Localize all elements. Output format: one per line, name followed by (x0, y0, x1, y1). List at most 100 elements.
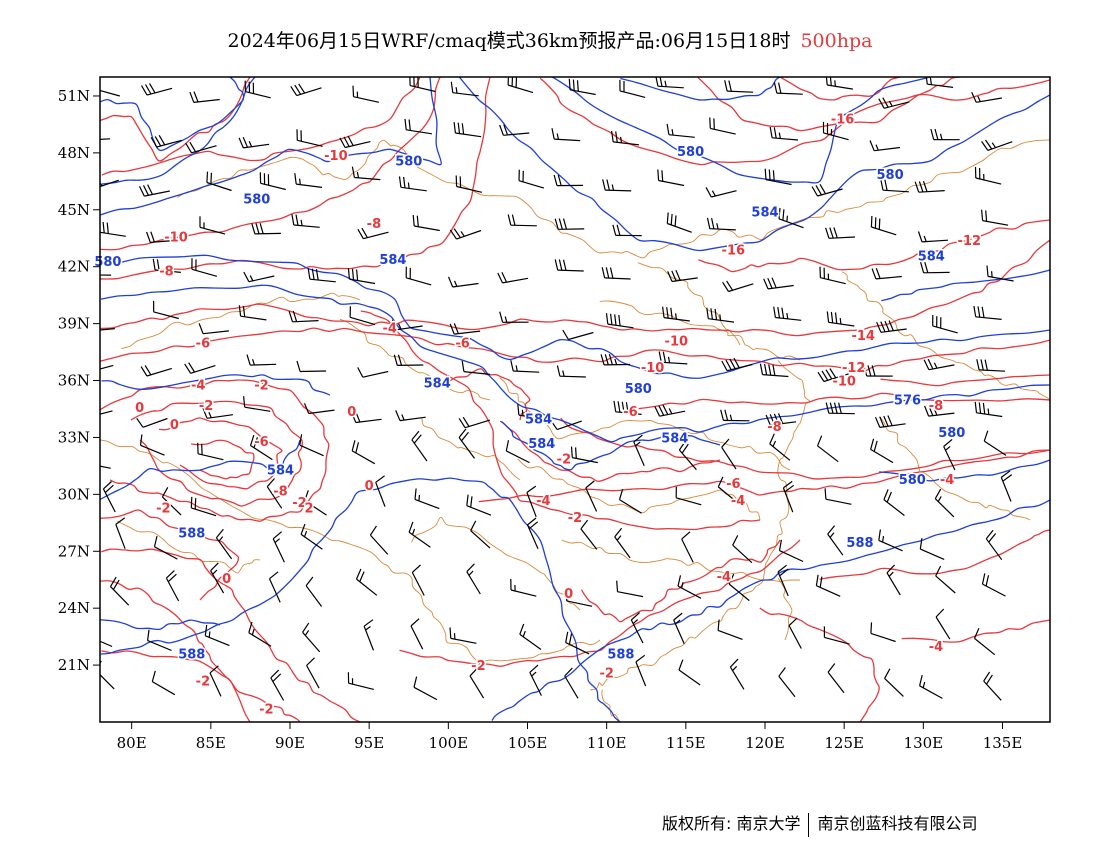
wind-barb (355, 568, 378, 596)
wind-barb-staff (779, 550, 804, 563)
wind-barb-feather (732, 665, 738, 672)
wind-barb (613, 400, 642, 415)
boundary-line (561, 539, 801, 582)
wind-barb-feather (773, 82, 778, 94)
temperature-contour-line (478, 449, 1050, 503)
wind-barb-staff (776, 92, 803, 95)
wind-barb (917, 231, 949, 243)
wind-barb-feather (673, 612, 683, 621)
wind-barb-feather (165, 570, 175, 579)
temperature-contour-line (560, 417, 1050, 480)
wind-barb-feather (510, 360, 514, 372)
wind-barb (554, 218, 585, 230)
wind-barb (985, 529, 1003, 561)
wind-barb-staff (667, 222, 692, 233)
wind-barb-staff (709, 228, 736, 231)
wind-barb-feather (981, 141, 989, 151)
wind-barb-staff (607, 323, 634, 329)
height-label: 584 (267, 464, 294, 479)
height-label: 584 (424, 376, 451, 391)
wind-barb-feather (662, 404, 669, 415)
wind-barb-staff (617, 591, 644, 598)
y-tick-label: 42N (58, 258, 90, 276)
wind-barb-staff (935, 575, 956, 594)
wind-barb-feather (675, 269, 681, 281)
temperature-label: -6 (455, 337, 469, 352)
wind-barb-feather (504, 316, 508, 323)
wind-barb-feather (521, 409, 524, 416)
height-contour-line (458, 77, 1050, 252)
temperature-label: 0 (347, 405, 356, 420)
wind-barb-feather (635, 654, 646, 663)
wind-barb-staff (266, 486, 283, 509)
wind-barb (705, 187, 737, 198)
wind-barb (976, 359, 1006, 372)
wind-barb (919, 674, 943, 699)
wind-barb-staff (299, 444, 324, 457)
wind-barb-feather (721, 360, 728, 371)
wind-barb-feather (616, 535, 622, 541)
wind-barb (152, 258, 181, 273)
wind-barb-feather (255, 223, 260, 235)
wind-barb-staff (151, 681, 176, 696)
wind-barb-feather (503, 124, 509, 136)
wind-barb-feather (140, 366, 148, 377)
wind-barb-staff (824, 636, 850, 645)
wind-barb-feather (554, 259, 559, 271)
wind-barb-staff (769, 443, 791, 461)
wind-barb (778, 207, 804, 229)
wind-barb-staff (304, 500, 327, 516)
wind-barb-staff (676, 497, 702, 506)
height-label: 580 (877, 168, 904, 183)
height-label: 584 (918, 249, 945, 264)
wind-barb-staff (355, 418, 382, 424)
wind-barb (185, 141, 217, 154)
wind-barb (724, 80, 754, 93)
wind-barb-feather (666, 307, 669, 319)
wind-barb-feather (403, 176, 406, 188)
wind-barb (100, 138, 111, 140)
wind-barb (449, 627, 477, 644)
wind-barb-feather (272, 531, 282, 540)
wind-barb (983, 430, 1007, 456)
wind-barb (612, 224, 642, 237)
wind-barb-feather (974, 401, 978, 413)
chart-title: 2024年06月15日WRF/cmaq模式36km预报产品:06月15日18时 5… (0, 26, 1100, 53)
y-tick-label: 30N (58, 485, 90, 503)
wind-barb-feather (361, 227, 368, 238)
height-contour-line (620, 77, 781, 101)
wind-barb-feather (469, 667, 479, 677)
wind-barb (351, 440, 376, 465)
wind-barb-feather (194, 498, 197, 510)
wind-barb-staff (452, 92, 479, 97)
x-tick-label: 130E (904, 734, 944, 752)
boundary-line (841, 271, 1050, 401)
height-label: 580 (94, 255, 121, 270)
wind-barb-feather (666, 123, 670, 135)
wind-barb-feather (829, 532, 835, 538)
wind-barb-feather (819, 183, 827, 195)
wind-barb-staff (518, 180, 545, 189)
wind-barb-staff (243, 143, 270, 149)
wind-barb-feather (393, 354, 398, 366)
wind-barb-staff (585, 487, 598, 512)
wind-barb (290, 83, 322, 97)
wind-barb-staff (979, 369, 1006, 372)
wind-barb-staff (400, 186, 427, 192)
wind-barb-staff (767, 284, 794, 290)
wind-barb (974, 401, 1003, 418)
wind-barb-staff (828, 412, 855, 415)
footer: 版权所有: 南京大学 南京创蓝科技有限公司 (662, 810, 978, 837)
wind-barb-feather (570, 446, 573, 458)
wind-barb-staff (455, 132, 482, 138)
wind-barb-feather (981, 209, 984, 221)
wind-barb-feather (724, 80, 728, 92)
height-contour-line (100, 254, 1050, 379)
wind-barb-feather (827, 663, 836, 673)
wind-barb-staff (943, 446, 956, 471)
temperature-label: -4 (731, 494, 745, 509)
wind-barb-feather (986, 265, 989, 277)
wind-barb-staff (503, 132, 530, 136)
wind-barb-feather (870, 215, 873, 228)
wind-barb (458, 428, 475, 459)
